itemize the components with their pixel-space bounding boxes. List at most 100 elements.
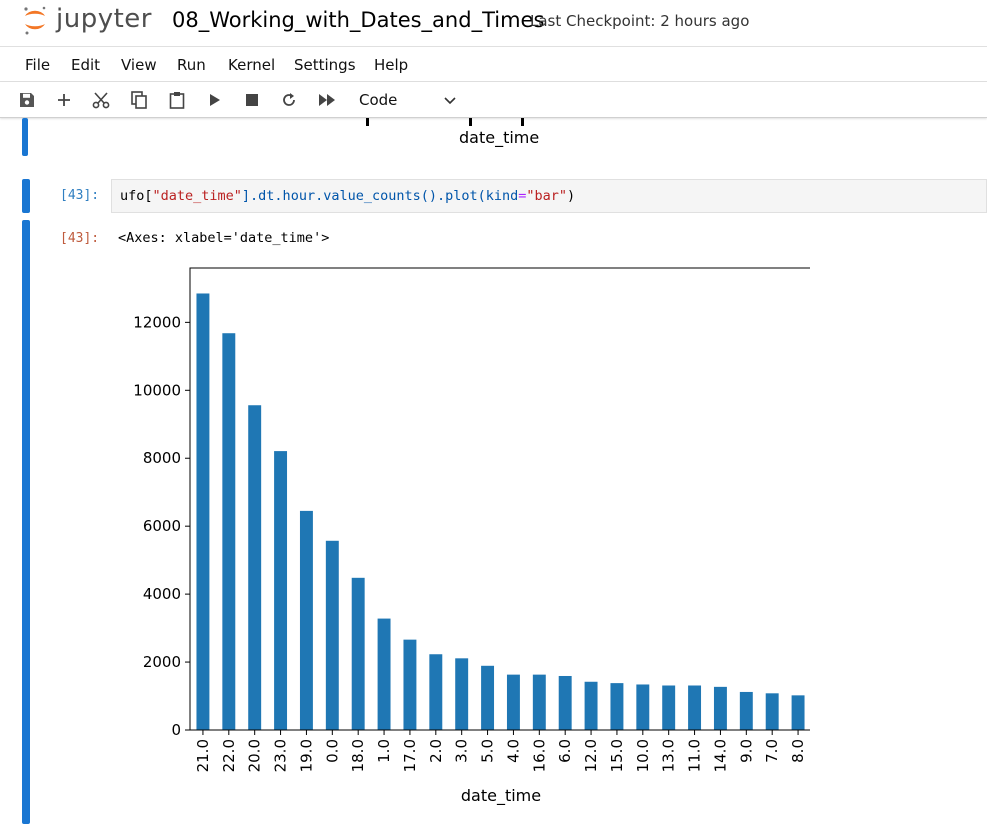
add-icon[interactable] (53, 89, 75, 111)
bar-19.0 (299, 510, 313, 730)
fast-forward-icon[interactable] (316, 89, 338, 111)
x-tick-label: 9.0 (737, 739, 755, 763)
x-tick-label: 12.0 (582, 739, 600, 772)
bar-0.0 (325, 540, 339, 730)
code-token: "bar" (526, 188, 568, 204)
bar-10.0 (636, 684, 650, 730)
bar-7.0 (765, 693, 779, 730)
bar-12.0 (584, 681, 598, 730)
x-tick-label: 20.0 (246, 739, 264, 772)
bar-14.0 (713, 686, 727, 730)
bar-4.0 (506, 674, 520, 730)
bar-1.0 (377, 618, 391, 730)
run-icon[interactable] (204, 89, 226, 111)
toolbar: Code (0, 82, 987, 118)
x-tick-label: 15.0 (608, 739, 626, 772)
checkpoint-status: Last Checkpoint: 2 hours ago (530, 12, 750, 30)
logo-text: jupyter (56, 4, 152, 34)
bar-17.0 (403, 639, 417, 730)
bar-13.0 (662, 685, 676, 730)
x-tick-label: 13.0 (660, 739, 678, 772)
y-tick-label: 0 (171, 721, 181, 739)
x-tick-label: 18.0 (349, 739, 367, 772)
x-tick-label: 0.0 (323, 739, 341, 763)
x-tick-label: 10.0 (634, 739, 652, 772)
bar-5.0 (481, 665, 495, 730)
x-tick-label: 7.0 (763, 739, 781, 763)
bar-8.0 (791, 695, 805, 730)
input-prompt: [43]: (60, 188, 100, 203)
output-prompt: [43]: (60, 231, 100, 246)
x-tick-label: 23.0 (272, 739, 290, 772)
menu-file[interactable]: File (25, 56, 51, 74)
previous-tick-fragment (366, 118, 369, 126)
x-tick-label: 14.0 (711, 739, 729, 772)
top-bar: jupyter 08_Working_with_Dates_and_Times … (0, 0, 987, 46)
x-tick-label: 1.0 (375, 739, 393, 763)
code-token: ufo[ (120, 188, 153, 204)
paste-icon[interactable] (166, 89, 188, 111)
y-tick-label: 2000 (143, 653, 181, 671)
bar-20.0 (248, 405, 262, 730)
save-icon[interactable] (16, 89, 38, 111)
cell-type-dropdown[interactable]: Code (352, 87, 462, 113)
bar-22.0 (222, 333, 236, 730)
code-token: ) (567, 188, 576, 204)
y-tick-label: 4000 (143, 585, 181, 603)
menu-view[interactable]: View (121, 56, 157, 74)
chart-xlabel: date_time (461, 786, 541, 806)
bar-chart: 0 2000 4000 6000 8000 10000 12000 21.0 22.0 20.0… (133, 267, 810, 806)
copy-icon[interactable] (128, 89, 150, 111)
menu-bar: File Edit View Run Kernel Settings Help (0, 46, 987, 82)
bar-6.0 (558, 675, 572, 730)
menu-run[interactable]: Run (177, 56, 206, 74)
chevron-down-icon (444, 97, 456, 105)
bar-11.0 (688, 685, 702, 730)
plot-frame (189, 267, 810, 731)
x-tick-label: 8.0 (789, 739, 807, 763)
x-tick-label: 3.0 (453, 739, 471, 763)
menu-settings[interactable]: Settings (294, 56, 356, 74)
notebook-area: date_time [43]: ufo["date_time"].dt.hour… (0, 118, 987, 828)
bar-23.0 (274, 451, 288, 730)
bar-16.0 (532, 674, 546, 730)
previous-tick-fragment (521, 118, 524, 126)
y-tick-label: 6000 (143, 517, 181, 535)
x-tick-label: 21.0 (194, 739, 212, 772)
x-tick-label: 22.0 (220, 739, 238, 772)
output-text: <Axes: xlabel='date_time'> (118, 230, 330, 246)
input-collapser[interactable] (22, 179, 30, 213)
stop-icon[interactable] (241, 89, 263, 111)
bar-21.0 (196, 293, 210, 730)
menu-help[interactable]: Help (374, 56, 409, 74)
bar-15.0 (610, 683, 624, 730)
code-token: ].dt.hour.value_counts().plot(kind (241, 188, 519, 204)
x-tick-label: 6.0 (556, 739, 574, 763)
notebook-title[interactable]: 08_Working_with_Dates_and_Times (172, 8, 545, 32)
code-editor[interactable]: ufo["date_time"].dt.hour.value_counts().… (111, 179, 987, 213)
code-token: = (518, 188, 527, 204)
x-tick-label: 11.0 (686, 739, 704, 772)
bar-9.0 (739, 691, 753, 730)
menu-kernel[interactable]: Kernel (228, 56, 276, 74)
cell-type-value: Code (359, 91, 398, 109)
cut-icon[interactable] (90, 89, 112, 111)
x-tick-label: 19.0 (297, 739, 315, 772)
menu-edit[interactable]: Edit (71, 56, 101, 74)
code-token: "date_time" (152, 188, 242, 204)
y-tick-label: 8000 (143, 449, 181, 467)
y-tick-label: 12000 (133, 313, 181, 331)
previous-chart-xlabel: date_time (459, 128, 540, 147)
jupyter-logo-icon (24, 6, 46, 35)
x-tick-label: 17.0 (401, 739, 419, 772)
previous-cell-collapser[interactable] (22, 118, 28, 156)
previous-tick-fragment (469, 118, 472, 126)
bar-2.0 (429, 654, 443, 730)
x-tick-label: 16.0 (530, 739, 548, 772)
bar-18.0 (351, 577, 365, 730)
x-tick-label: 2.0 (427, 739, 445, 763)
output-collapser[interactable] (22, 220, 30, 824)
y-tick-label: 10000 (133, 381, 181, 399)
restart-icon[interactable] (278, 89, 300, 111)
x-tick-label: 4.0 (504, 739, 522, 763)
